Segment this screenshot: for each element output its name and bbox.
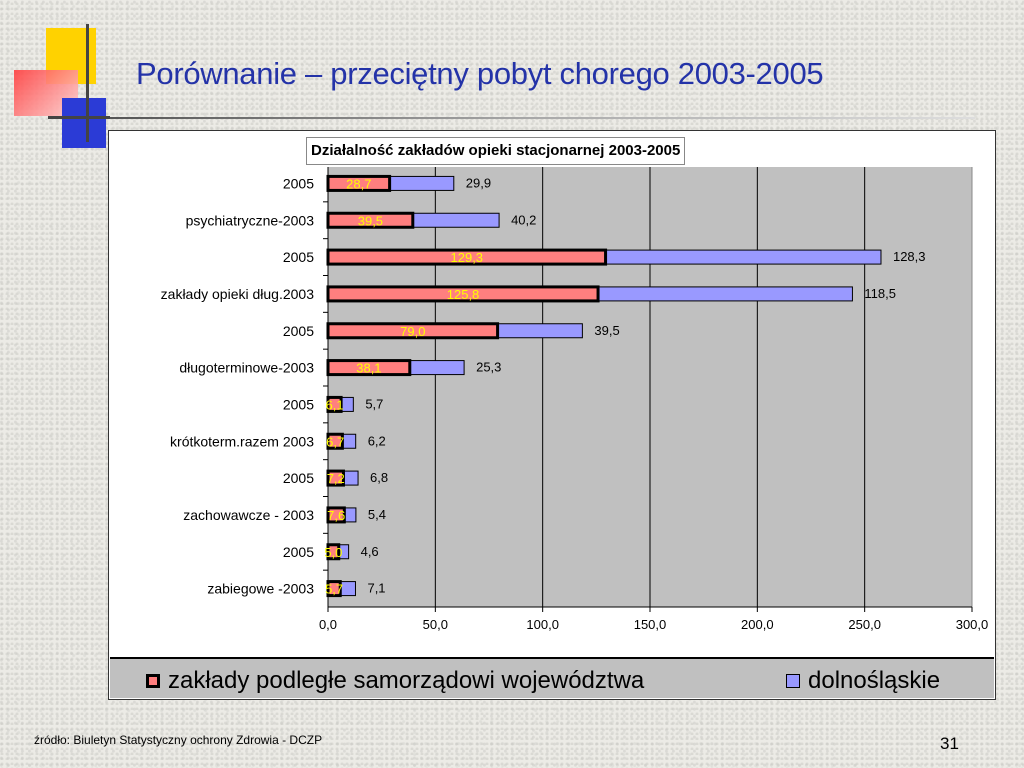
data-label-series-a: 6,7 — [326, 434, 344, 449]
x-tick-label: 300,0 — [956, 617, 989, 632]
x-tick-label: 200,0 — [741, 617, 774, 632]
data-label-series-a: 28,7 — [346, 176, 371, 191]
bar-series-b — [341, 433, 357, 449]
bar-series-a — [326, 285, 600, 303]
chart-legend: zakłady podległe samorządowi województwa… — [110, 657, 994, 698]
category-label: psychiatryczne-2003 — [186, 212, 315, 228]
decor-horizontal-line-left — [48, 116, 110, 119]
category-label: długoterminowe-2003 — [179, 360, 314, 376]
bar-series-a — [326, 469, 345, 487]
bar-series-a — [326, 432, 344, 450]
bar-series-a — [326, 395, 343, 413]
bar-series-a — [326, 174, 392, 192]
category-label: zakłady opieki dług.2003 — [161, 286, 315, 302]
bar-series-a — [326, 580, 342, 598]
decor-vertical-line — [86, 24, 89, 142]
legend-item-series-a: zakłady podległe samorządowi województwa — [146, 667, 644, 695]
category-label: 2005 — [283, 175, 314, 191]
bar-series-b — [342, 470, 359, 486]
bar-chart: 0,0 50,0 100,0 150,0 200,0 250,0 300,0 2005 28,7… — [161, 167, 989, 632]
bar-series-b — [412, 212, 500, 228]
data-label-series-b: 7,1 — [367, 581, 385, 596]
data-label-series-a: 79,0 — [400, 324, 425, 339]
data-label-series-b: 5,4 — [368, 507, 386, 522]
x-tick-label: 250,0 — [848, 617, 881, 632]
bar-series-a — [326, 543, 341, 561]
x-tick-label: 100,0 — [526, 617, 559, 632]
bar-series-b — [409, 360, 465, 376]
category-label: zabiegowe -2003 — [207, 581, 314, 597]
x-tick-label: 150,0 — [634, 617, 667, 632]
data-label-series-b: 4,6 — [361, 544, 379, 559]
data-label-series-b: 40,2 — [511, 212, 536, 227]
decor-blue-square — [62, 98, 106, 148]
data-label-series-a: 39,5 — [358, 213, 383, 228]
data-label-series-a: 38,1 — [356, 361, 381, 376]
page-number: 31 — [940, 734, 959, 753]
data-label-series-b: 29,9 — [466, 175, 491, 190]
bar-series-a — [326, 248, 608, 266]
category-label: 2005 — [283, 470, 314, 486]
category-label: 2005 — [283, 323, 314, 339]
data-label-series-a: 125,8 — [447, 287, 480, 302]
x-tick-label: 50,0 — [423, 617, 448, 632]
legend-item-series-b: dolnośląskie — [786, 667, 940, 695]
data-label-series-b: 118,5 — [864, 286, 896, 301]
category-label: krótkoterm.razem 2003 — [170, 433, 314, 449]
data-label-series-a: 5,0 — [324, 545, 342, 560]
bar-series-a — [326, 211, 415, 229]
data-label-series-a: 7,6 — [327, 508, 345, 523]
category-label: 2005 — [283, 249, 314, 265]
data-label-series-b: 39,5 — [594, 323, 619, 338]
data-label-series-b: 6,8 — [370, 470, 388, 485]
bar-series-a — [326, 322, 500, 340]
legend-swatch-series-b — [786, 674, 800, 688]
category-label: zachowawcze - 2003 — [183, 507, 314, 523]
bar-series-b — [389, 175, 455, 191]
bar-series-b — [605, 249, 882, 265]
chart-title: Działalność zakładów opieki stacjonarnej… — [306, 137, 686, 165]
legend-label-series-b: dolnośląskie — [808, 667, 941, 694]
source-note: źródło: Biuletyn Statystyczny ochrony Zd… — [34, 733, 323, 747]
data-label-series-a: 129,3 — [451, 250, 484, 265]
slide-title: Porównanie – przeciętny pobyt chorego 20… — [136, 56, 824, 91]
data-label-series-a: 6,1 — [326, 397, 344, 412]
bar-series-b — [343, 507, 357, 523]
bar-series-b — [597, 286, 853, 302]
bar-series-a — [326, 506, 346, 524]
category-label: 2005 — [283, 544, 314, 560]
bar-series-b — [497, 323, 583, 339]
title-underline — [110, 117, 975, 119]
legend-label-series-a: zakłady podległe samorządowi województwa — [168, 667, 645, 694]
data-label-series-b: 25,3 — [476, 360, 501, 375]
x-tick-label: 0,0 — [319, 617, 337, 632]
bar-series-a — [326, 359, 412, 377]
legend-swatch-series-a — [146, 674, 160, 688]
data-label-series-a: 5,7 — [325, 582, 343, 597]
data-label-series-b: 6,2 — [368, 433, 386, 448]
data-label-series-b: 5,7 — [365, 396, 383, 411]
category-label: 2005 — [283, 396, 314, 412]
data-label-series-a: 7,2 — [327, 471, 345, 486]
data-label-series-b: 128,3 — [893, 249, 926, 264]
